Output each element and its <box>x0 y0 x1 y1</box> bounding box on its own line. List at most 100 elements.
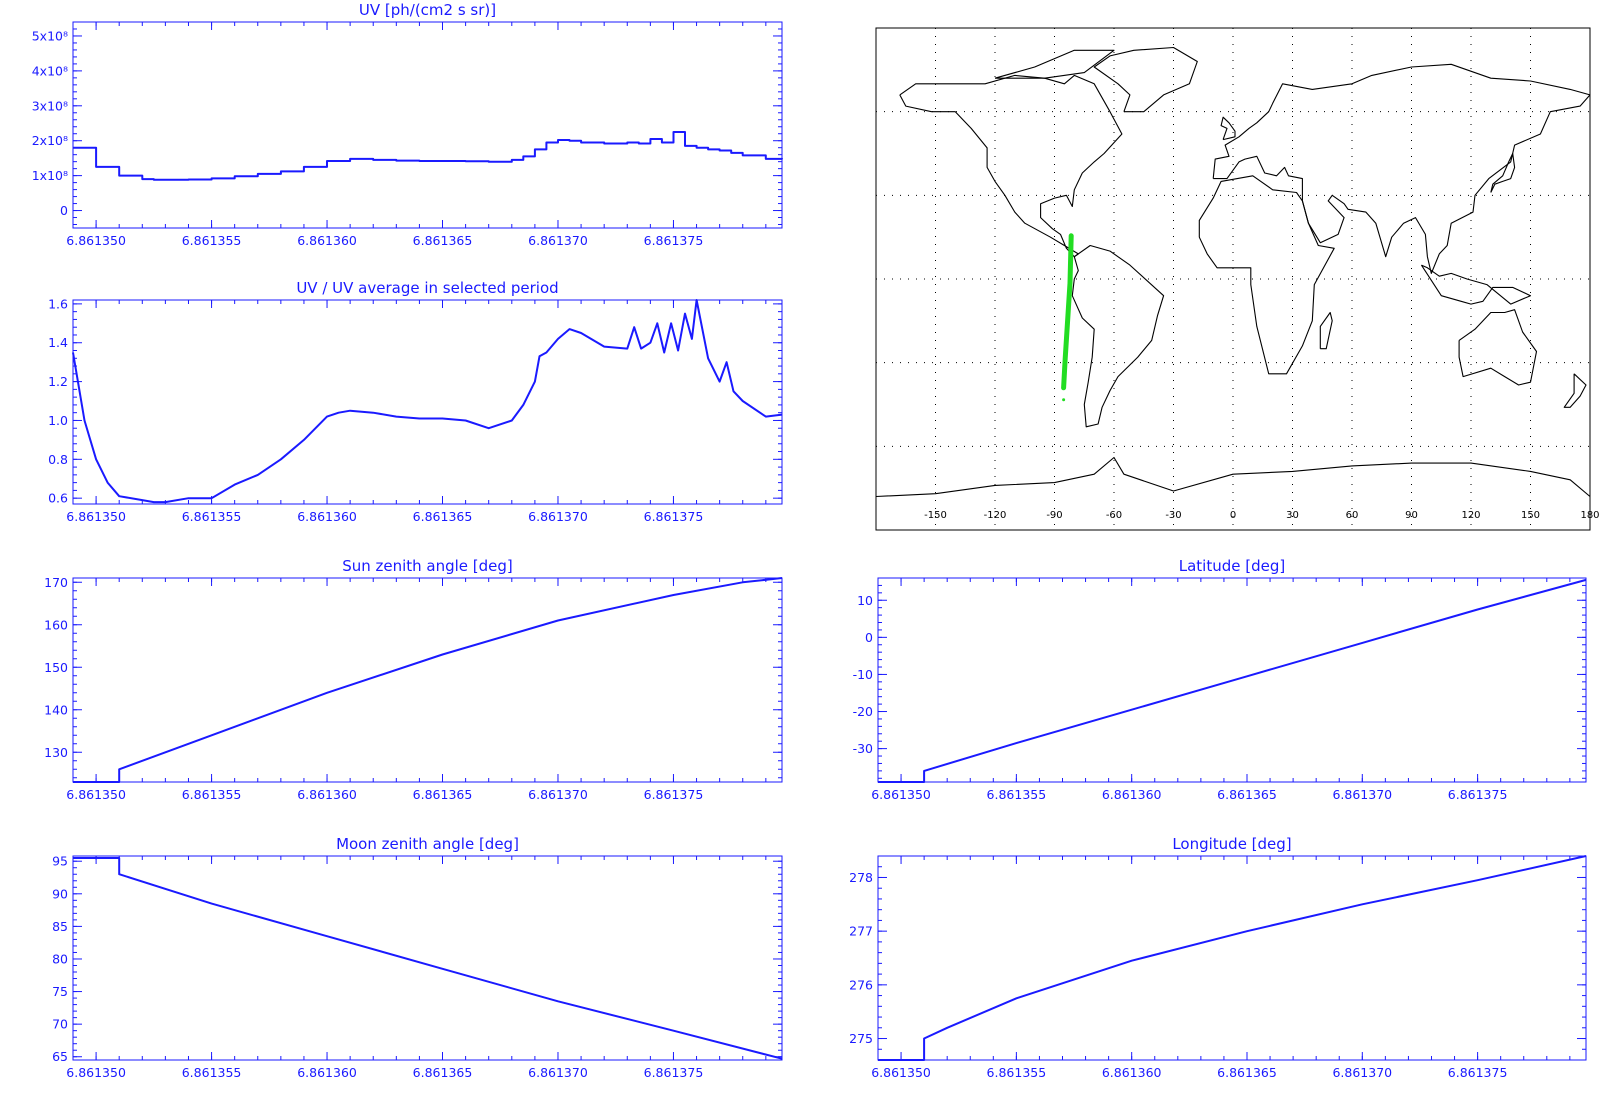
uv-ratio-x-tick-label: 6.861375 <box>644 509 704 524</box>
uv-panel: UV [ph/(cm2 s sr)] 6.861350 6.861355 6.8613… <box>32 1 783 248</box>
sun-zenith-x-tick-label: 6.861355 <box>182 787 242 802</box>
moon-zenith-frame <box>72 855 783 1061</box>
uv-ratio-panel: UV / UV average in selected period 6.8613… <box>48 279 783 524</box>
latitude-x-tick-label: 6.861365 <box>1217 787 1277 802</box>
moon-zenith-x-tick-label: 6.861375 <box>644 1065 704 1080</box>
uv-ratio-y-tick-label: 0.8 <box>48 452 68 467</box>
uv-ratio-y-tick-label: 1.0 <box>48 413 68 428</box>
moon-zenith-x-tick-label: 6.861350 <box>66 1065 126 1080</box>
ground-track-map-x-tick-label: -90 <box>1046 510 1062 521</box>
latitude-x-tick-label: 6.861350 <box>871 787 931 802</box>
uv-ratio-x-tick-label: 6.861355 <box>182 509 242 524</box>
arctic-islands-outline <box>994 49 1115 79</box>
longitude-x-tick-label: 6.861365 <box>1217 1065 1277 1080</box>
moon-zenith-x-tick-label: 6.861365 <box>413 1065 473 1080</box>
ground-track-line <box>1061 233 1074 391</box>
uv-ratio-y-tick-label: 0.6 <box>48 491 68 506</box>
japan-outline <box>1490 152 1516 193</box>
ground-track-map-x-tick-label: 180 <box>1580 510 1599 521</box>
ground-track-map-x-tick-label: -60 <box>1106 510 1122 521</box>
moon-zenith-x-tick-label: 6.861360 <box>297 1065 357 1080</box>
ground-track-map-x-tick-label: 150 <box>1521 510 1540 521</box>
australia-outline <box>1458 309 1538 386</box>
sun-zenith-x-tick-label: 6.861360 <box>297 787 357 802</box>
longitude-x-tick-label: 6.861350 <box>871 1065 931 1080</box>
latitude-y-tick-label: 10 <box>857 593 873 608</box>
ground-track-start-point <box>1062 398 1066 402</box>
longitude-y-tick-label: 275 <box>849 1031 873 1046</box>
longitude-y-tick-label: 278 <box>849 870 873 885</box>
uv-x-tick-label: 6.861360 <box>297 233 357 248</box>
uv-x-tick-label: 6.861350 <box>66 233 126 248</box>
antarctica-outline <box>875 456 1591 498</box>
uv-ratio-x-tick-label: 6.861370 <box>528 509 588 524</box>
longitude-y-tick-label: 276 <box>849 977 873 992</box>
uk-outline <box>1220 116 1236 141</box>
uv-frame <box>72 21 783 229</box>
uv-y-tick-label: 5x10⁸ <box>32 28 68 43</box>
eurasia-outline <box>1212 63 1591 274</box>
uv-ratio-x-tick-label: 6.861365 <box>413 509 473 524</box>
uv-y-tick-label: 1x10⁸ <box>32 168 68 183</box>
latitude-series-line <box>878 578 1587 783</box>
longitude-x-tick-label: 6.861360 <box>1102 1065 1162 1080</box>
longitude-title: Longitude [deg] <box>1172 835 1291 853</box>
sun-zenith-x-tick-label: 6.861370 <box>528 787 588 802</box>
uv-y-tick-label: 2x10⁸ <box>32 133 68 148</box>
latitude-x-tick-label: 6.861370 <box>1332 787 1392 802</box>
latitude-y-tick-label: -10 <box>853 667 873 682</box>
longitude-x-tick-label: 6.861375 <box>1448 1065 1508 1080</box>
sun-zenith-title: Sun zenith angle [deg] <box>342 557 513 575</box>
moon-zenith-y-tick-label: 85 <box>52 919 68 934</box>
moon-zenith-y-tick-label: 75 <box>52 984 68 999</box>
uv-y-tick-label: 3x10⁸ <box>32 98 68 113</box>
uv-ratio-x-tick-label: 6.861360 <box>297 509 357 524</box>
latitude-y-tick-label: 0 <box>865 630 873 645</box>
moon-zenith-x-tick-label: 6.861370 <box>528 1065 588 1080</box>
moon-zenith-series-line <box>73 857 783 1060</box>
ground-track-map-x-tick-label: -150 <box>924 510 947 521</box>
ground-track-map-panel: -150 -120 -90 -60 -30 0 30 60 90 120 150 180 <box>875 27 1600 531</box>
sun-zenith-x-tick-label: 6.861350 <box>66 787 126 802</box>
ground-track-map-x-tick-label: 120 <box>1461 510 1480 521</box>
latitude-x-tick-label: 6.861360 <box>1102 787 1162 802</box>
latitude-x-tick-label: 6.861375 <box>1448 787 1508 802</box>
uv-ratio-y-tick-label: 1.6 <box>48 296 68 311</box>
longitude-series-line <box>878 855 1587 1061</box>
latitude-frame <box>877 577 1587 783</box>
uv-ratio-series-line <box>72 299 783 504</box>
uv-ratio-x-tick-label: 6.861350 <box>66 509 126 524</box>
uv-series-line <box>73 131 783 181</box>
latitude-y-tick-label: -20 <box>853 704 873 719</box>
north-america-outline <box>899 74 1123 258</box>
uv-x-tick-label: 6.861375 <box>644 233 704 248</box>
latitude-title: Latitude [deg] <box>1179 557 1285 575</box>
ground-track-map-x-tick-label: -30 <box>1165 510 1181 521</box>
longitude-frame <box>877 855 1587 1061</box>
greenland-outline <box>1093 46 1198 113</box>
sun-zenith-y-tick-label: 140 <box>44 702 68 717</box>
sun-zenith-x-tick-label: 6.861375 <box>644 787 704 802</box>
sun-zenith-y-tick-label: 160 <box>44 617 68 632</box>
uv-x-tick-label: 6.861370 <box>528 233 588 248</box>
uv-y-tick-label: 0 <box>60 203 68 218</box>
longitude-x-tick-label: 6.861355 <box>987 1065 1047 1080</box>
moon-zenith-title: Moon zenith angle [deg] <box>336 835 519 853</box>
moon-zenith-y-tick-label: 70 <box>52 1017 68 1032</box>
uv-ratio-y-tick-label: 1.2 <box>48 374 68 389</box>
longitude-y-tick-label: 277 <box>849 924 873 939</box>
ground-track-map-x-tick-label: -120 <box>984 510 1007 521</box>
ground-track-map-x-tick-label: 0 <box>1230 510 1236 521</box>
latitude-x-tick-label: 6.861355 <box>987 787 1047 802</box>
uv-y-tick-label: 4x10⁸ <box>32 63 68 78</box>
uv-ratio-frame <box>72 299 783 505</box>
africa-outline <box>1198 175 1335 375</box>
longitude-x-tick-label: 6.861370 <box>1332 1065 1392 1080</box>
uv-title: UV [ph/(cm2 s sr)] <box>359 1 496 19</box>
sun-zenith-y-tick-label: 130 <box>44 745 68 760</box>
moon-zenith-y-tick-label: 95 <box>52 854 68 869</box>
moon-zenith-panel: Moon zenith angle [deg] 6.861350 6.861355 6… <box>52 835 783 1080</box>
sun-zenith-series-line <box>73 577 783 783</box>
moon-zenith-x-tick-label: 6.861355 <box>182 1065 242 1080</box>
